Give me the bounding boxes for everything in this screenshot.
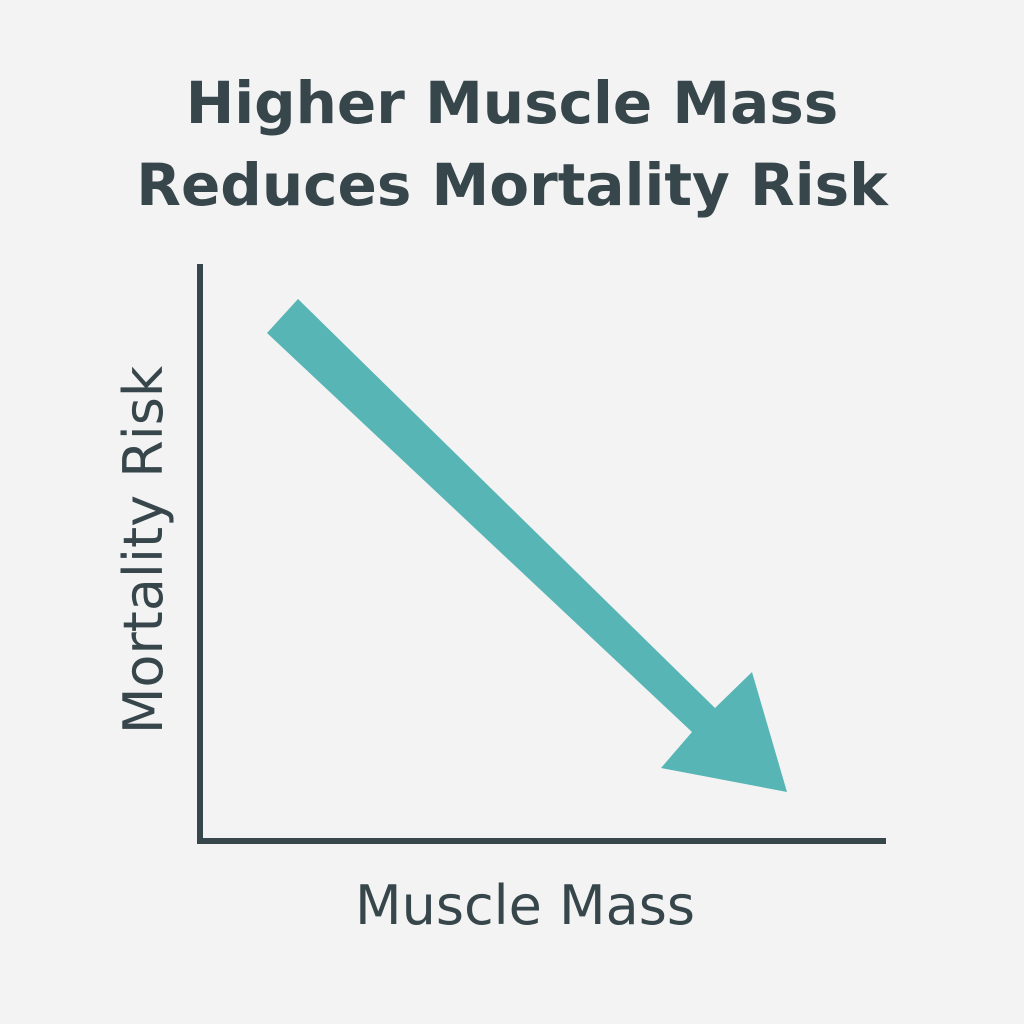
chart-title-line-1: Higher Muscle Mass: [185, 69, 839, 137]
chart-title-line-2: Reduces Mortality Risk: [136, 151, 888, 219]
downward-trend-arrow: [267, 299, 787, 792]
x-axis-label: Muscle Mass: [355, 874, 695, 937]
y-axis-label: Mortality Risk: [112, 365, 175, 734]
chart-title: Higher Muscle Mass Reduces Mortality Ris…: [0, 62, 1024, 226]
